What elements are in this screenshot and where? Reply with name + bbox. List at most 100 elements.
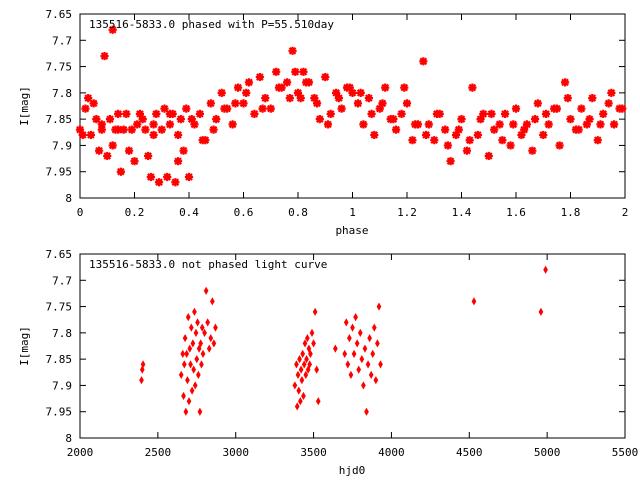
unphased-data-point [300, 349, 306, 358]
phased-xtick-label: 1.6 [506, 206, 526, 219]
phased-data-point [345, 83, 354, 92]
phased-data-point [135, 109, 145, 118]
unphased-data-point [200, 349, 206, 358]
phased-data-point [378, 99, 387, 108]
unphased-data-point [180, 349, 186, 358]
unphased-data-point [199, 323, 205, 332]
unphased-data-point [194, 355, 200, 364]
phased-data-point [302, 78, 311, 87]
unphased-data-point [199, 360, 204, 369]
phased-data-point [511, 104, 521, 113]
phased-data-point [272, 67, 281, 76]
phased-data-point [182, 104, 191, 113]
phased-data-point [334, 94, 343, 103]
phased-data-point [198, 136, 207, 145]
unphased-data-point [211, 339, 217, 348]
phased-data-point [149, 120, 158, 129]
phased-chart-panel: 7.65 7.7 7.75 7.8 7.85 7.9 7.95 80 0.2 0.4 0.6 0.8 1… [18, 8, 628, 237]
phased-data-point [582, 120, 591, 129]
unphased-ytick-label: 7.65 [46, 248, 73, 261]
phased-data-point [552, 104, 561, 113]
phased-data-point [323, 120, 333, 129]
phased-data-point [441, 125, 450, 134]
phased-data-point [103, 151, 112, 161]
unphased-xtick-label: 5500 [612, 446, 639, 459]
unphased-ytick-label: 7.75 [46, 301, 73, 314]
phased-data-point [119, 125, 128, 134]
phased-data-point [321, 72, 330, 82]
unphased-data-point [354, 339, 360, 348]
unphased-data-point [202, 328, 207, 337]
unphased-data-point [370, 349, 376, 358]
unphased-data-point [359, 355, 365, 364]
phased-data-point [163, 172, 172, 182]
unphased-xtick-label: 3500 [300, 446, 327, 459]
phased-data-point [212, 115, 221, 124]
phased-data-point [337, 104, 346, 113]
phased-data-point [487, 109, 496, 118]
unphased-data-point [299, 376, 305, 385]
unphased-xtick-label: 4500 [456, 446, 483, 459]
phased-data-point [233, 83, 243, 92]
phased-data-point [392, 125, 401, 134]
unphased-data-point [376, 302, 382, 311]
unphased-data-point [298, 365, 304, 374]
phased-data-point [288, 46, 297, 55]
phased-ytick-label: 7.95 [46, 166, 73, 179]
unphased-data-point [292, 381, 298, 390]
phased-data-point [124, 146, 134, 155]
phased-y-axis-label: I[mag] [18, 86, 31, 126]
unphased-data-point [206, 344, 212, 353]
phased-data-point [574, 125, 583, 134]
unphased-data-point [296, 386, 302, 395]
phased-data-point [522, 120, 531, 129]
unphased-data-point [184, 349, 190, 358]
phased-data-point [157, 125, 166, 134]
phased-data-point [381, 83, 390, 92]
phased-data-point [326, 109, 335, 118]
unphased-plot-frame [79, 253, 626, 439]
phased-ytick-label: 7.65 [46, 8, 73, 21]
phased-data-point [231, 99, 240, 108]
phased-data-point [239, 99, 248, 108]
unphased-data-point [208, 334, 214, 343]
unphased-data-point [187, 344, 193, 353]
unphased-xtick-label: 2000 [67, 446, 94, 459]
unphased-data-point [314, 365, 320, 374]
unphased-data-point [301, 391, 306, 401]
phased-data-point [84, 94, 93, 103]
phased-data-point [544, 120, 553, 129]
phased-chart-title: 135516-5833.0 phased with P=55.510day [89, 18, 334, 31]
unphased-data-point [309, 328, 315, 337]
unphased-xtick-label: 5000 [534, 446, 561, 459]
phased-data-point [375, 104, 384, 113]
phased-data-point [479, 109, 488, 118]
unphased-data-point [189, 386, 195, 395]
phased-data-point [133, 120, 142, 129]
phased-data-point [484, 151, 493, 161]
phased-data-point [244, 78, 254, 87]
unphased-data-point [190, 339, 196, 348]
unphased-data-point [304, 334, 310, 343]
phased-data-point [501, 109, 510, 118]
phased-data-point [389, 115, 398, 124]
phased-data-point [114, 109, 123, 118]
phased-data-point [160, 104, 169, 113]
phased-data-point [206, 99, 215, 108]
phased-data-point [89, 99, 98, 108]
unphased-ytick-label: 7.95 [46, 406, 73, 419]
unphased-data-point [312, 307, 318, 316]
phased-data-point [593, 136, 602, 145]
unphased-data-point [307, 360, 313, 369]
phased-data-point [520, 125, 529, 134]
phased-data-point [560, 78, 570, 87]
unphased-data-point [195, 370, 201, 380]
phased-data-point [424, 120, 433, 129]
phased-data-point [209, 125, 218, 134]
phased-data-point [402, 99, 412, 108]
phased-data-point [517, 130, 526, 140]
phased-data-point [274, 83, 284, 92]
phased-data-point [97, 120, 106, 129]
unphased-data-point [192, 381, 198, 390]
